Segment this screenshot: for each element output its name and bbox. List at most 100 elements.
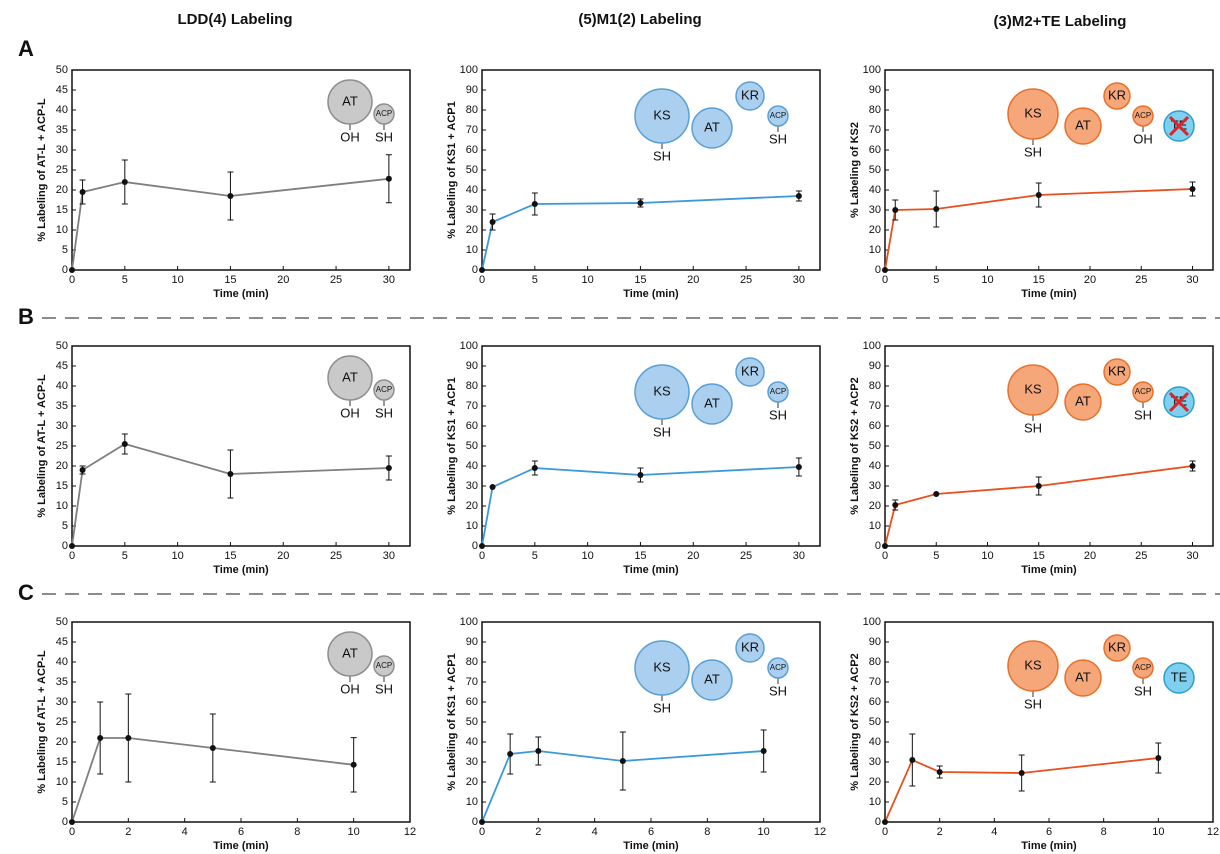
x-tick-label: 5	[933, 550, 939, 562]
row-label: A	[18, 36, 34, 61]
domain	[1103, 358, 1131, 386]
y-tick-label: 40	[56, 380, 68, 392]
data-point	[1189, 186, 1196, 192]
domain	[1064, 659, 1102, 697]
domain-label: AT	[342, 645, 358, 660]
data-point	[760, 748, 767, 754]
domain-label: AT	[342, 93, 358, 108]
x-tick-label: 10	[981, 274, 993, 286]
y-tick-label: 35	[56, 676, 68, 688]
domain-label: ACP	[770, 663, 786, 672]
x-tick-label: 2	[937, 826, 943, 838]
x-axis-label: Time (min)	[213, 840, 269, 852]
x-tick-label: 10	[582, 274, 594, 286]
y-tick-label: 0	[472, 264, 478, 276]
y-tick-label: 50	[869, 164, 881, 176]
x-tick-label: 20	[277, 550, 289, 562]
y-tick-label: 80	[466, 380, 478, 392]
domain-label: KS	[1024, 657, 1042, 672]
y-tick-label: 80	[869, 656, 881, 668]
y-tick-label: 0	[875, 540, 881, 552]
data-point	[936, 769, 943, 775]
domain-label: ACP	[376, 661, 392, 670]
domain	[634, 364, 690, 420]
y-tick-label: 15	[56, 480, 68, 492]
row-label: B	[18, 304, 34, 329]
domain	[1064, 107, 1102, 145]
x-tick-label: 15	[1033, 550, 1045, 562]
y-tick-label: 60	[466, 144, 478, 156]
y-tick-label: 60	[869, 144, 881, 156]
domain	[327, 631, 373, 677]
x-tick-label: 5	[122, 274, 128, 286]
x-tick-label: 30	[383, 274, 395, 286]
y-tick-label: 90	[466, 84, 478, 96]
y-tick-label: 80	[869, 380, 881, 392]
x-tick-label: 10	[1152, 826, 1164, 838]
y-axis-label: % Labeling of KS1 + ACP1	[446, 377, 458, 514]
domain-sub: SH	[769, 407, 787, 422]
domain-sub: SH	[1024, 420, 1042, 435]
domain	[634, 640, 690, 696]
x-tick-label: 6	[1046, 826, 1052, 838]
y-tick-label: 40	[466, 736, 478, 748]
domain	[373, 379, 395, 401]
domain	[735, 81, 765, 111]
y-tick-label: 20	[466, 224, 478, 236]
domain-label: ACP	[1135, 387, 1151, 396]
data-point	[350, 761, 357, 768]
y-tick-label: 40	[869, 460, 881, 472]
x-tick-label: 30	[1186, 550, 1198, 562]
domain-label: KR	[1108, 639, 1126, 654]
data-point	[79, 467, 86, 473]
x-tick-label: 10	[172, 274, 184, 286]
domain	[373, 103, 395, 125]
x-tick-label: 5	[933, 274, 939, 286]
y-tick-label: 45	[56, 360, 68, 372]
domain	[1007, 640, 1059, 692]
y-tick-label: 50	[56, 340, 68, 352]
x-tick-label: 4	[991, 826, 997, 838]
data-point	[795, 464, 802, 470]
domain-sub: SH	[769, 683, 787, 698]
y-tick-label: 80	[466, 656, 478, 668]
y-axis-label: % Labeling of KS1 + ACP1	[446, 653, 458, 790]
domain-sub: SH	[1134, 407, 1152, 422]
y-tick-label: 100	[863, 64, 881, 76]
y-tick-label: 5	[62, 244, 68, 256]
data-point	[882, 267, 888, 273]
data-point	[69, 819, 75, 825]
y-tick-label: 30	[56, 144, 68, 156]
domain-label: ACP	[770, 111, 786, 120]
y-tick-label: 60	[466, 696, 478, 708]
y-tick-label: 20	[56, 460, 68, 472]
data-point	[125, 735, 132, 741]
y-tick-label: 40	[869, 184, 881, 196]
column-header: (5)M1(2) Labeling	[578, 11, 701, 28]
data-point	[531, 465, 538, 471]
domain	[1103, 634, 1131, 662]
x-axis-label: Time (min)	[623, 840, 679, 852]
domain-label: ACP	[1135, 111, 1151, 120]
y-tick-label: 10	[56, 224, 68, 236]
domain	[691, 383, 733, 425]
x-tick-label: 25	[330, 550, 342, 562]
x-tick-label: 15	[224, 550, 236, 562]
domain-label: AT	[1075, 669, 1091, 684]
data-point	[479, 543, 485, 549]
y-tick-label: 70	[869, 400, 881, 412]
y-tick-label: 10	[56, 500, 68, 512]
y-tick-label: 100	[460, 340, 478, 352]
data-point	[1155, 755, 1162, 761]
domain	[735, 357, 765, 387]
x-tick-label: 0	[882, 826, 888, 838]
data-point	[385, 175, 392, 182]
y-tick-label: 50	[56, 64, 68, 76]
domain	[691, 107, 733, 149]
domain	[767, 105, 789, 127]
x-tick-label: 8	[1101, 826, 1107, 838]
y-tick-label: 60	[466, 420, 478, 432]
domain-label: KR	[741, 363, 759, 378]
domain-label: KR	[741, 639, 759, 654]
y-tick-label: 0	[472, 816, 478, 828]
